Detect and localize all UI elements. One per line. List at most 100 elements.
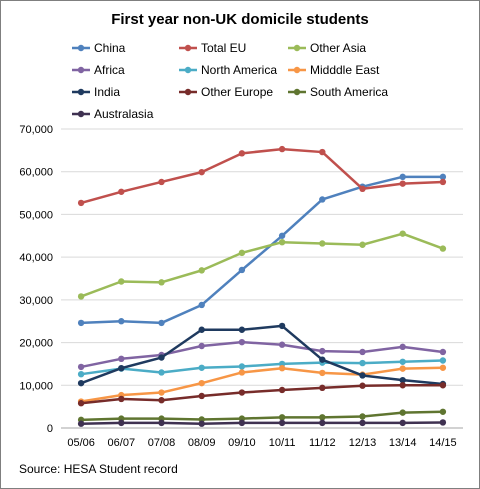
- x-tick-label: 14/15: [429, 437, 457, 449]
- legend-marker: [184, 88, 192, 96]
- series-total-eu: [77, 145, 447, 207]
- data-point: [158, 389, 165, 396]
- data-point: [158, 354, 165, 361]
- data-point: [359, 382, 366, 389]
- data-point: [118, 188, 125, 195]
- data-point: [439, 348, 447, 356]
- data-point: [399, 376, 406, 384]
- legend-item-south-america: South America: [288, 85, 388, 99]
- legend-marker: [293, 88, 301, 96]
- legend-label: India: [94, 85, 120, 99]
- x-tick-label: 12/13: [349, 437, 377, 449]
- data-point: [319, 240, 326, 247]
- legend-item-total-eu: Total EU: [179, 41, 246, 55]
- data-point: [359, 372, 366, 379]
- data-point: [319, 196, 326, 203]
- data-point: [198, 420, 205, 427]
- x-tick-label: 05/06: [67, 437, 95, 449]
- data-point: [278, 322, 286, 330]
- data-point: [439, 245, 447, 252]
- data-point: [238, 363, 246, 370]
- series-other-asia: [77, 230, 447, 300]
- x-tick-label: 10/11: [269, 437, 296, 449]
- data-point: [319, 414, 326, 421]
- data-point: [278, 341, 286, 348]
- legend-label: China: [94, 41, 126, 55]
- legend-item-midddle-east: Midddle East: [288, 63, 380, 77]
- data-point: [399, 419, 406, 427]
- data-point: [158, 419, 165, 427]
- data-point: [359, 185, 366, 192]
- data-point: [439, 178, 447, 186]
- legend-item-australasia: Australasia: [72, 107, 154, 121]
- x-tick-label: 13/14: [389, 437, 417, 449]
- data-point: [77, 363, 85, 371]
- data-point: [77, 199, 85, 207]
- data-point: [359, 413, 366, 420]
- legend-item-north-america: North America: [179, 63, 277, 77]
- series-line-midddle-east: [80, 366, 443, 403]
- data-point: [399, 180, 406, 187]
- data-point: [359, 241, 366, 248]
- data-point: [439, 357, 447, 364]
- data-point: [238, 249, 246, 257]
- y-tick-label: 10,000: [19, 380, 53, 392]
- legend-marker: [77, 44, 85, 52]
- legend-label: South America: [310, 85, 388, 99]
- data-point: [77, 293, 85, 300]
- data-point: [158, 319, 165, 327]
- data-point: [319, 369, 326, 377]
- y-tick-label: 0: [47, 423, 53, 435]
- data-point: [198, 342, 205, 350]
- series-line-india: [80, 324, 444, 386]
- x-tick-label: 07/08: [148, 437, 176, 449]
- data-point: [319, 356, 326, 363]
- data-point: [77, 420, 85, 427]
- data-point: [77, 379, 85, 387]
- data-point: [439, 173, 447, 181]
- data-point: [198, 267, 205, 274]
- legend-label: Australasia: [94, 107, 154, 121]
- series-line-other-asia: [80, 232, 444, 298]
- source-note: Source: HESA Student record: [19, 462, 178, 476]
- legend-label: Other Europe: [201, 85, 273, 99]
- x-tick-label: 08/09: [188, 437, 216, 449]
- series-line-other-europe: [80, 384, 443, 405]
- data-point: [278, 365, 286, 372]
- data-point: [319, 347, 326, 355]
- series-line-south-america: [81, 410, 443, 422]
- y-tick-label: 30,000: [19, 295, 53, 307]
- data-point: [359, 359, 366, 367]
- data-point: [399, 365, 406, 372]
- data-point: [158, 178, 165, 186]
- y-tick-label: 50,000: [19, 209, 53, 221]
- data-point: [439, 408, 447, 415]
- data-point: [77, 319, 85, 327]
- series-north-america: [77, 357, 447, 378]
- line-chart: 0 10,000 20,000 30,000 40,000 50,000 60,000 70,…: [19, 41, 463, 449]
- data-point: [359, 419, 366, 427]
- legend-label: Other Asia: [310, 41, 366, 55]
- series-line-china: [81, 175, 443, 325]
- data-point: [77, 400, 85, 407]
- data-point: [238, 150, 246, 157]
- data-point: [399, 230, 406, 237]
- data-point: [238, 369, 246, 376]
- data-point: [198, 364, 205, 371]
- legend-label: Africa: [94, 63, 125, 77]
- legend-label: North America: [201, 63, 277, 77]
- data-point: [278, 414, 286, 421]
- legend-item-china: China: [72, 41, 126, 55]
- x-tick-label: 11/12: [309, 437, 336, 449]
- data-point: [118, 419, 125, 427]
- data-point: [278, 145, 286, 153]
- series-india: [77, 322, 447, 388]
- series-line-africa: [80, 340, 444, 369]
- legend-item-africa: Africa: [72, 63, 125, 77]
- legend-marker: [184, 44, 192, 52]
- data-point: [238, 326, 246, 333]
- series-line-north-america: [80, 359, 443, 376]
- legend-marker: [77, 66, 85, 74]
- data-point: [118, 278, 125, 285]
- series-south-america: [77, 408, 447, 424]
